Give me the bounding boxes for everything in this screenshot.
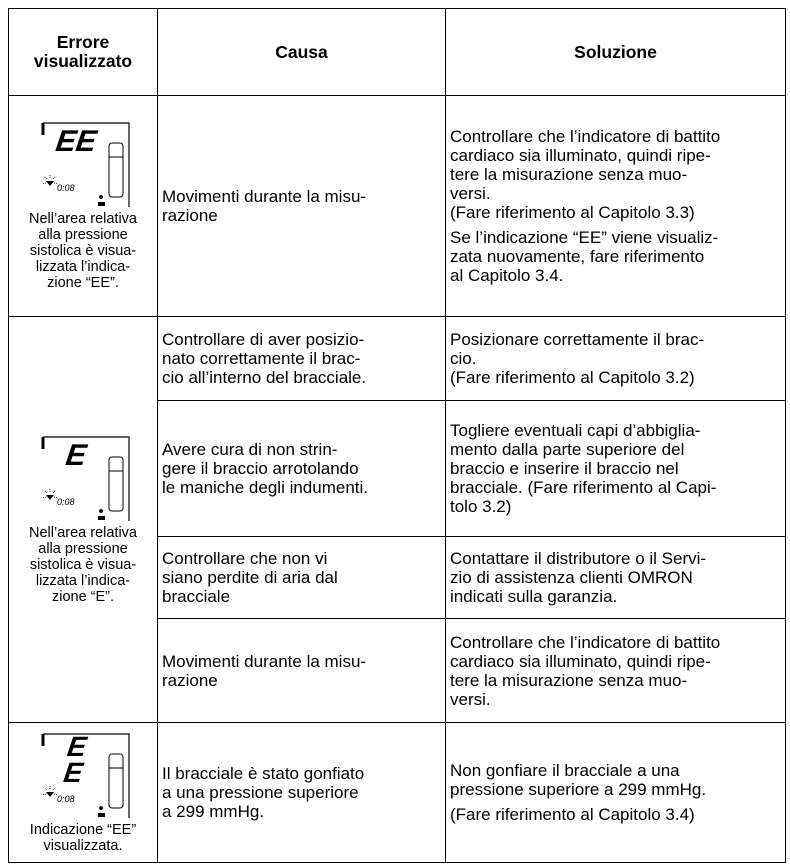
cuff-bar	[108, 456, 124, 511]
cause-cell: Controllare di aver posizio- nato corret…	[157, 316, 446, 401]
solution-cell: Non gonfiare il bracciale a una pression…	[445, 722, 786, 863]
lcd-reading: EE	[54, 125, 100, 158]
table-row: Avere cura di non strin- gere il braccio…	[9, 400, 786, 537]
heart-ray	[53, 793, 59, 795]
error-cell: E E 0:08 Indicazione “EE” visualizzata.	[8, 722, 158, 863]
solution-paragraph: (Fare riferimento al Capitolo 3.4)	[450, 805, 695, 824]
heart-ray	[53, 182, 59, 185]
solution-paragraph: Controllare che l’indicatore di battito …	[450, 632, 721, 709]
person-icon	[98, 195, 105, 206]
error-cell: EE 0:08 Nell’area relativa alla pressione …	[8, 95, 158, 317]
cause-cell: Movimenti durante la misu- razione	[157, 95, 446, 317]
table-body: Errore visualizzato Causa Soluzione EE 0:…	[8, 8, 786, 863]
solution-cell: Controllare che l’indicatore di battito …	[445, 618, 786, 723]
person-icon	[98, 508, 105, 520]
table-row: E E 0:08 Indicazione “EE” visualizzata. Il b…	[8, 722, 786, 863]
heart-ray	[43, 175, 48, 180]
solution-paragraph: Togliere eventuali capi d’abbiglia- ment…	[450, 421, 717, 516]
error-table-wrap: Errore visualizzato Causa Soluzione EE 0:…	[8, 8, 786, 863]
heart-ray	[53, 496, 59, 498]
cause-cell: Controllare che non vi siano perdite di …	[157, 536, 446, 619]
error-cell: E 0:08 Nell’area relativa alla pressione s…	[8, 316, 158, 723]
error-table: Errore visualizzato Causa Soluzione EE 0:…	[8, 8, 786, 863]
lcd-reading: E	[64, 439, 90, 472]
heart-icon	[46, 791, 54, 797]
solution-paragraph: Posizionare correttamente il brac- cio. …	[450, 330, 705, 387]
solution-paragraph: Se l’indicazione “EE” viene visualiz- za…	[450, 228, 719, 285]
table-row: E 0:08 Nell’area relativa alla pressione s…	[8, 316, 786, 723]
heart-ray	[52, 175, 57, 180]
heart-ray	[52, 786, 57, 790]
table-row: Movimenti durante la misu- razione Contro…	[9, 618, 786, 723]
lcd-reading: E	[62, 757, 86, 788]
cuff-bar	[108, 142, 124, 198]
solution-cell: Posizionare correttamente il brac- cio. …	[445, 316, 786, 401]
lcd-display: EE 0:08	[41, 122, 130, 207]
header-row: Errore visualizzato Causa Soluzione	[8, 8, 786, 96]
heart-ray	[41, 496, 47, 498]
table-row: EE 0:08 Nell’area relativa alla pressione …	[8, 95, 786, 317]
solution-cell: Togliere eventuali capi d’abbiglia- ment…	[445, 400, 786, 537]
heart-icon	[46, 181, 54, 186]
cause-cell: Movimenti durante la misu- razione	[157, 618, 446, 723]
heart-ray	[41, 793, 47, 795]
lcd-time: 0:08	[57, 183, 75, 193]
table-row: Controllare che non vi siano perdite di …	[9, 536, 786, 619]
cuff-bar	[108, 753, 124, 808]
solution-paragraph: Non gonfiare il bracciale a una pression…	[450, 761, 707, 799]
error-caption: Nell’area relativa alla pressione sistol…	[29, 524, 137, 605]
lcd-time: 0:08	[57, 794, 75, 804]
heart-ray	[43, 489, 48, 493]
cause-cell: Avere cura di non strin- gere il braccio…	[157, 400, 446, 537]
header-cell: Errore visualizzato	[8, 8, 158, 96]
lcd-frame	[43, 732, 130, 818]
lcd-frame	[43, 122, 130, 207]
cause-cell: Il bracciale è stato gonfiato a una pres…	[157, 722, 446, 863]
heart-ray	[52, 489, 57, 493]
lcd-display: EE0:08	[41, 732, 130, 818]
header-cell: Soluzione	[445, 8, 786, 96]
heart-ray	[41, 182, 47, 185]
solution-paragraph: Contattare il distributore o il Servi- z…	[450, 549, 707, 606]
solution-paragraph: Controllare che l’indicatore di battito …	[450, 127, 721, 222]
lcd-frame	[43, 435, 130, 521]
person-icon	[98, 805, 105, 817]
error-caption: Indicazione “EE” visualizzata.	[29, 821, 137, 854]
lcd-time: 0:08	[57, 497, 75, 507]
lcd-display: E 0:08	[41, 435, 130, 521]
solution-cell: Controllare che l’indicatore di battito …	[445, 95, 786, 317]
heart-icon	[46, 494, 54, 500]
heart-ray	[43, 786, 48, 790]
header-cell: Causa	[157, 8, 446, 96]
error-caption: Nell’area relativa alla pressione sistol…	[29, 211, 137, 291]
solution-cell: Contattare il distributore o il Servi- z…	[445, 536, 786, 619]
